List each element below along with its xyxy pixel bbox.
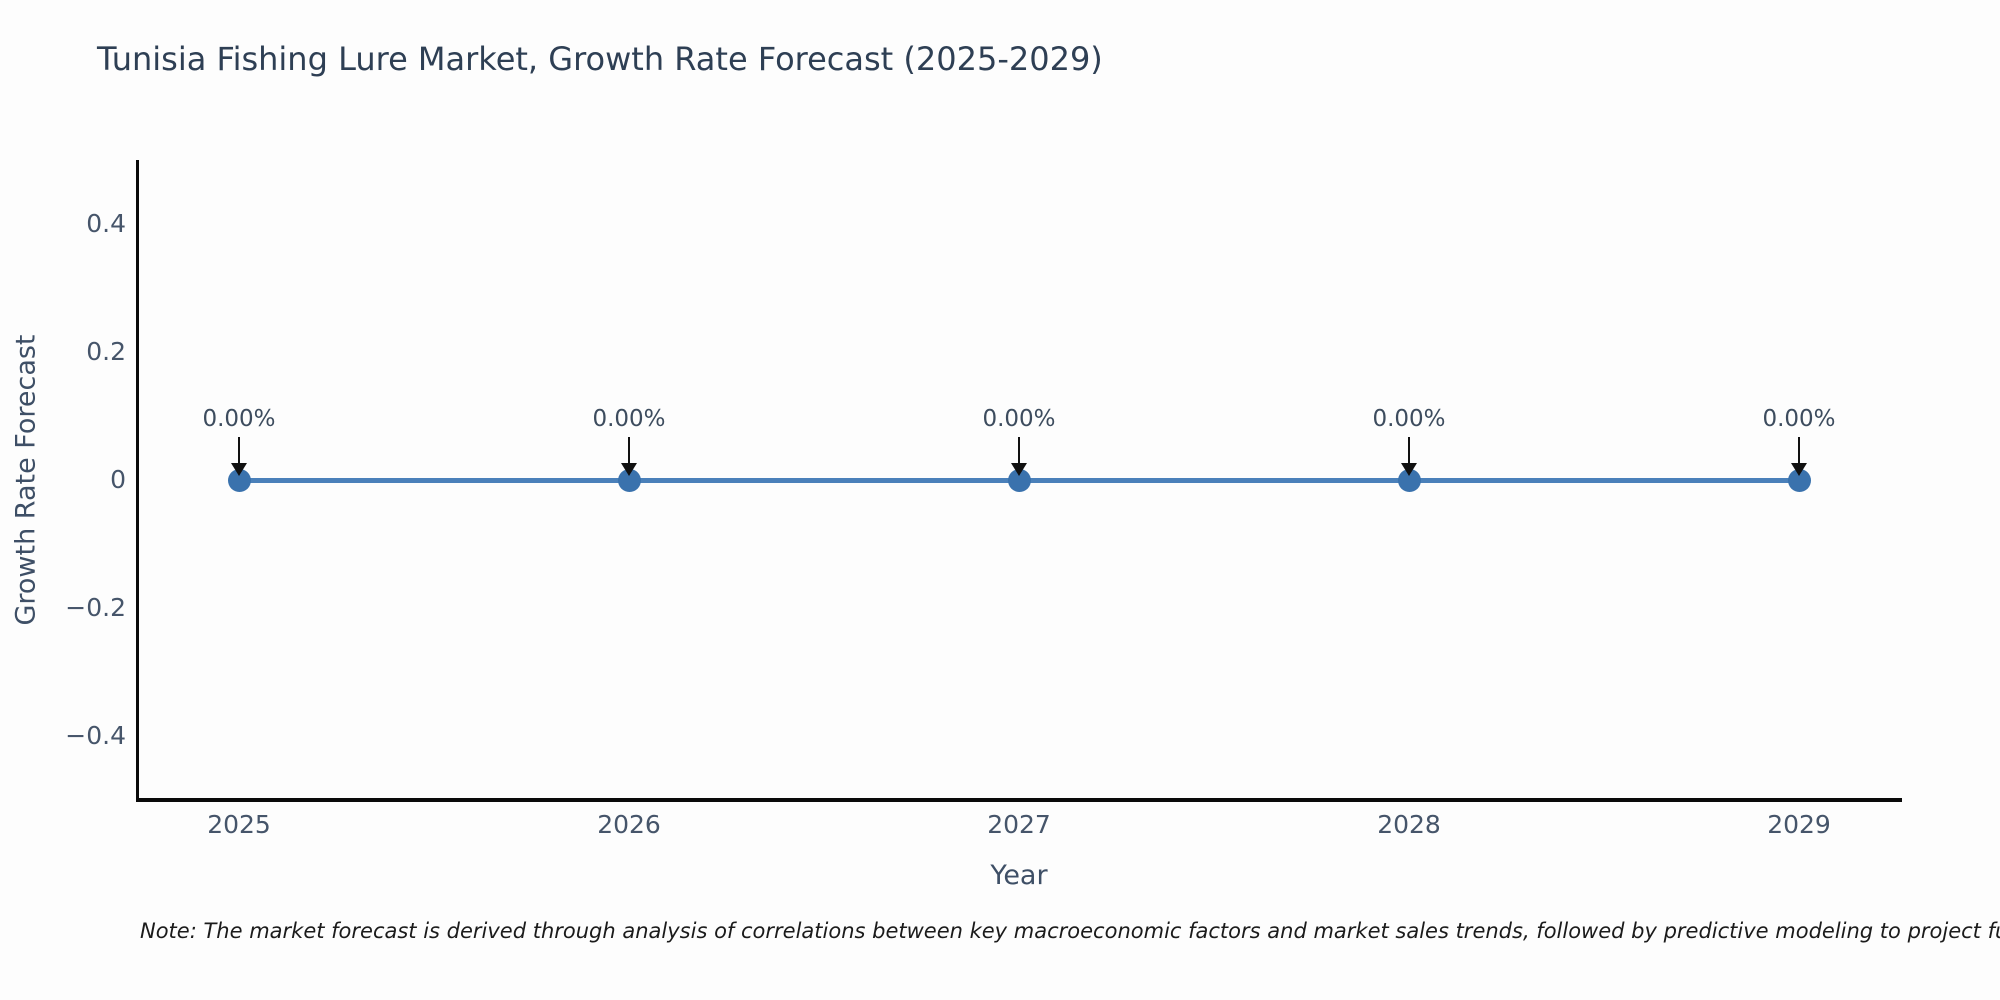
x-axis-line <box>136 798 1902 802</box>
point-annotation-label: 0.00% <box>1372 406 1446 432</box>
point-annotation-label: 0.00% <box>592 406 666 432</box>
y-tick-label: 0.4 <box>86 209 126 238</box>
annotation-arrow-stem <box>238 437 240 465</box>
annotation-arrow-head-icon <box>1401 463 1417 476</box>
chart-title: Tunisia Fishing Lure Market, Growth Rate… <box>97 40 1103 78</box>
annotation-arrow-stem <box>1018 437 1020 465</box>
y-tick-label: −0.4 <box>65 721 126 750</box>
annotation-arrow-stem <box>628 437 630 465</box>
annotation-arrow-head-icon <box>621 463 637 476</box>
point-annotation-label: 0.00% <box>1762 406 1836 432</box>
x-tick-label: 2029 <box>1767 810 1831 839</box>
footnote: Note: The market forecast is derived thr… <box>140 919 2000 943</box>
x-axis-title: Year <box>990 860 1048 891</box>
annotation-arrow-stem <box>1408 437 1410 465</box>
x-tick-label: 2028 <box>1377 810 1441 839</box>
x-tick-label: 2025 <box>207 810 271 839</box>
annotation-arrow-head-icon <box>1011 463 1027 476</box>
annotation-arrow-head-icon <box>1791 463 1807 476</box>
point-annotation-label: 0.00% <box>202 406 276 432</box>
y-tick-label: 0 <box>110 465 126 494</box>
y-axis-line <box>136 160 139 802</box>
y-tick-label: 0.2 <box>86 337 126 366</box>
x-tick-label: 2026 <box>597 810 661 839</box>
x-tick-label: 2027 <box>987 810 1051 839</box>
annotation-arrow-stem <box>1798 437 1800 465</box>
annotation-arrow-head-icon <box>231 463 247 476</box>
point-annotation-label: 0.00% <box>982 406 1056 432</box>
y-tick-label: −0.2 <box>65 593 126 622</box>
